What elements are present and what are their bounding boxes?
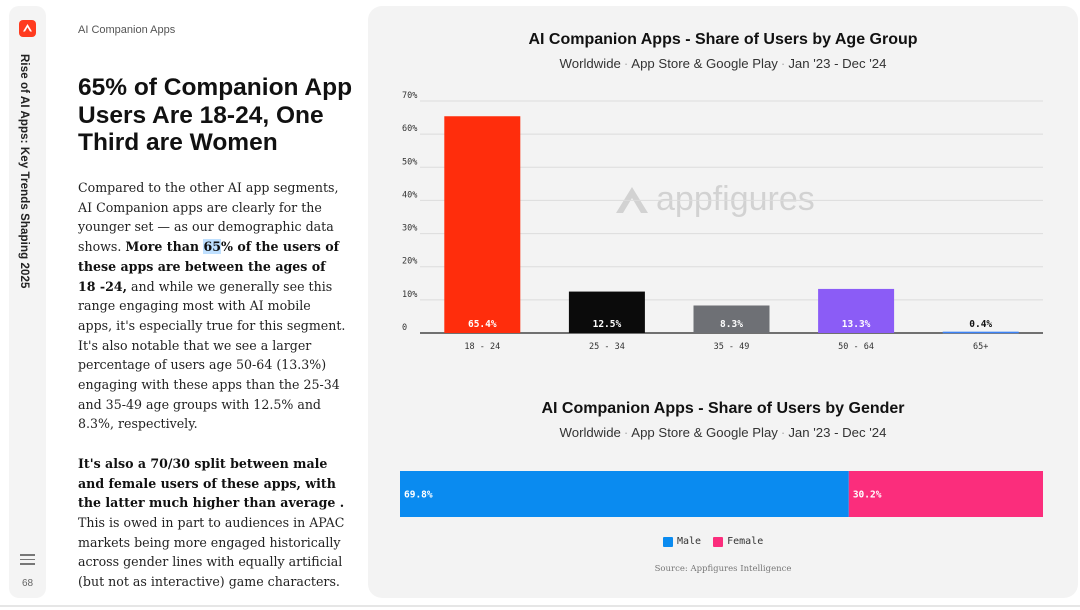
- body-text: Compared to the other AI app segments, A…: [78, 178, 346, 592]
- y-tick-label: 60%: [402, 124, 417, 134]
- paragraph-3: It's also a 70/30 split between male and…: [78, 455, 345, 590]
- y-tick-label: 30%: [402, 224, 417, 234]
- legend-item-male: Male: [663, 536, 701, 547]
- paragraph-1-bold: More than 65% of the users of these apps…: [78, 239, 340, 294]
- source-note: Source: Appfigures Intelligence: [654, 564, 792, 574]
- gender-value-label: 30.2%: [853, 490, 882, 501]
- page-number: 68: [21, 578, 34, 589]
- legend-swatch-male: [663, 536, 673, 547]
- y-tick-label: 50%: [402, 157, 417, 167]
- gender-segment-male: [400, 471, 849, 517]
- y-tick-label: 0: [402, 323, 407, 333]
- bar-value-label: 0.4%: [969, 319, 992, 330]
- gender-legend: Male Female: [663, 536, 763, 547]
- appfigures-logo-icon[interactable]: [19, 20, 36, 37]
- menu-icon[interactable]: [20, 554, 35, 566]
- y-tick-label: 40%: [402, 190, 417, 200]
- bar-value-label: 13.3%: [842, 319, 871, 330]
- highlighted-text: 65: [203, 239, 221, 255]
- legend-item-female: Female: [713, 536, 763, 547]
- chart-panel: AI Companion Apps - Share of Users by Ag…: [368, 6, 1078, 598]
- appfigures-watermark-icon: [616, 186, 648, 213]
- gender-stacked-bar: 69.8% 30.2%: [400, 471, 1043, 517]
- x-tick-label: 18 - 24: [464, 342, 500, 352]
- y-tick-label: 10%: [402, 290, 417, 300]
- x-tick-label: 35 - 49: [714, 342, 750, 352]
- bar-65+: [942, 331, 1019, 334]
- age-bar-chart: 0 10% 20% 30% 40% 50% 60% 70% 65.4% 18 - 24 12.5% 2…: [402, 91, 1043, 352]
- bar-25-34: [568, 291, 645, 333]
- bar-18-24: [444, 116, 521, 333]
- age-chart-subtitle: Worldwide · App Store & Google Play · Jan '2…: [559, 56, 887, 71]
- paragraph-1-intro: Compared to the other AI app segments, A…: [78, 180, 339, 255]
- legend-swatch-female: [713, 536, 724, 547]
- x-tick-label: 50 - 64: [838, 342, 874, 352]
- bar-35-49: [693, 305, 770, 333]
- paragraph-1-rest: and while we generally see this range en…: [78, 278, 346, 333]
- watermark: appfigures: [614, 180, 815, 219]
- y-tick-label: 70%: [402, 91, 417, 101]
- gender-value-label: 69.8%: [404, 490, 433, 501]
- gender-segment-female: [848, 471, 1043, 517]
- gender-chart-subtitle: Worldwide · App Store & Google Play · Jan '2…: [559, 425, 887, 440]
- section-kicker: AI Companion Apps: [78, 24, 176, 36]
- bar-50-64: [818, 288, 895, 333]
- bar-value-label: 12.5%: [593, 319, 622, 330]
- page-headline: 65% of Companion App Users Are 18-24, On…: [78, 74, 353, 156]
- gender-chart-title: AI Companion Apps - Share of Users by Ge…: [541, 400, 905, 417]
- report-title: Rise of AI Apps: Key Trends Shaping 2025: [18, 54, 30, 289]
- side-rail: Rise of AI Apps: Key Trends Shaping 2025…: [9, 6, 46, 598]
- bar-value-label: 65.4%: [468, 319, 497, 330]
- y-tick-label: 20%: [402, 257, 417, 267]
- x-tick-label: 25 - 34: [589, 342, 625, 352]
- age-chart-title: AI Companion Apps - Share of Users by Ag…: [528, 31, 918, 48]
- paragraph-2: It's also notable that we see a larger p…: [78, 337, 340, 432]
- bar-value-label: 8.3%: [720, 319, 743, 330]
- x-tick-label: 65+: [973, 342, 988, 352]
